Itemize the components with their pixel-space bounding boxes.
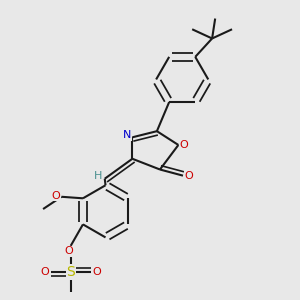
Text: O: O [185, 171, 194, 181]
Text: O: O [179, 140, 188, 150]
Text: O: O [52, 190, 60, 200]
Text: O: O [92, 267, 101, 277]
Text: N: N [123, 130, 131, 140]
Text: H: H [94, 171, 102, 181]
Text: O: O [40, 267, 49, 277]
Text: O: O [65, 246, 74, 256]
Text: S: S [66, 265, 75, 279]
